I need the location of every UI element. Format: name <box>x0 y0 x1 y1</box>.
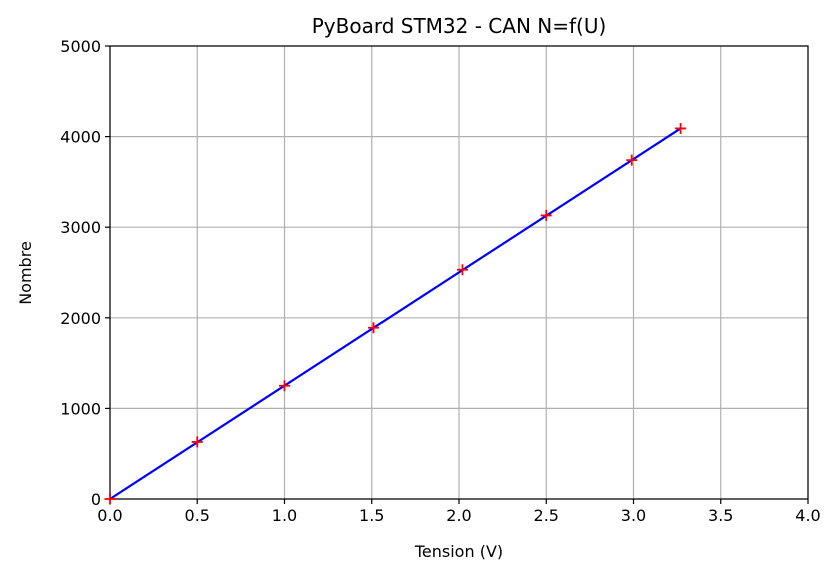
y-tick-label: 4000 <box>60 128 101 147</box>
y-tick-label: 1000 <box>60 399 101 418</box>
x-tick-label: 2.5 <box>534 506 559 525</box>
data-point-marker <box>456 264 468 276</box>
x-tick-label: 3.0 <box>621 506 646 525</box>
plot-area: 0.0 0.5 1.0 1.5 2.0 2.5 3.0 3.5 4.0 0 1000 2000 3000… <box>60 37 820 525</box>
x-tick-label: 0.0 <box>97 506 122 525</box>
x-tick-label: 2.0 <box>446 506 471 525</box>
y-tick-label: 0 <box>91 490 101 509</box>
x-tick-label: 1.5 <box>359 506 384 525</box>
x-tick-label: 1.0 <box>272 506 297 525</box>
y-tick-label: 3000 <box>60 218 101 237</box>
series-line <box>109 127 682 500</box>
x-tick-label: 4.0 <box>795 506 820 525</box>
data-point-marker <box>626 154 638 166</box>
chart-title: PyBoard STM32 - CAN N=f(U) <box>312 14 607 38</box>
data-point-marker <box>104 493 116 505</box>
x-tick-label: 0.5 <box>185 506 210 525</box>
x-axis-title: Tension (V) <box>414 542 503 561</box>
y-axis-title: Nombre <box>16 241 35 305</box>
data-point-marker <box>191 436 203 448</box>
data-point-marker <box>279 380 290 392</box>
data-point-marker <box>675 122 687 134</box>
y-tick-label: 2000 <box>60 309 101 328</box>
y-tick-label: 5000 <box>60 37 101 56</box>
data-point-marker <box>540 209 552 221</box>
data-point-marker <box>367 322 379 334</box>
x-tick-label: 3.5 <box>708 506 733 525</box>
